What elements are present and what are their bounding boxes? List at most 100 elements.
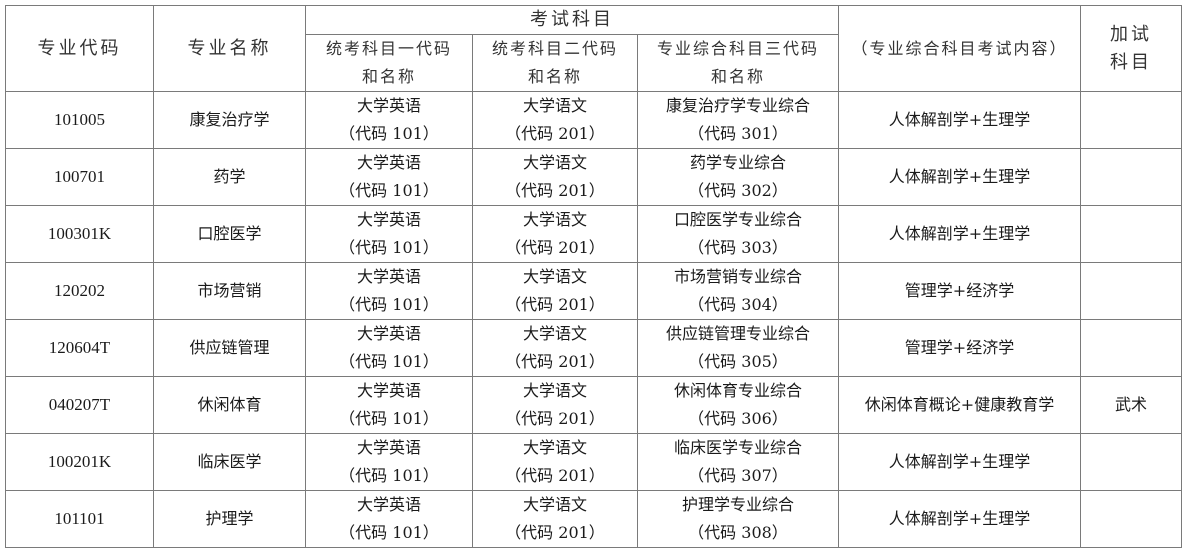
table-row: 100701 药学 大学英语 （代码 101） 大学语文 （代码 201） 药学专业综合 （代…	[5, 148, 1182, 206]
subject2-line2: （代码 201）	[505, 466, 605, 485]
subject3-line1: 护理学专业综合	[681, 495, 794, 514]
exam-content: 人体解剖学+生理学	[838, 205, 1081, 263]
subject2: 大学语文 （代码 201）	[472, 490, 638, 548]
subject2-line1: 大学语文	[522, 438, 587, 457]
subject3-line2: （代码 302）	[688, 181, 788, 200]
header-code: 专业代码	[5, 5, 154, 92]
header-subject2: 统考科目二代码 和名称	[472, 34, 638, 92]
subject3-line2: （代码 304）	[688, 295, 788, 314]
subject3-line1: 临床医学专业综合	[673, 438, 802, 457]
header-subject3-line1: 专业综合科目三代码	[656, 39, 819, 58]
subject1: 大学英语 （代码 101）	[305, 91, 473, 149]
subject1: 大学英语 （代码 101）	[305, 262, 473, 320]
major-name: 药学	[153, 148, 306, 206]
subject3-line1: 康复治疗学专业综合	[665, 96, 810, 115]
subject2-line2: （代码 201）	[505, 238, 605, 257]
subject1-line1: 大学英语	[356, 438, 421, 457]
subject3: 市场营销专业综合 （代码 304）	[637, 262, 839, 320]
major-name: 护理学	[153, 490, 306, 548]
subject1-line2: （代码 101）	[339, 124, 439, 143]
table-row: 120604T 供应链管理 大学英语 （代码 101） 大学语文 （代码 201） 供应链管…	[5, 319, 1182, 377]
major-code: 120202	[5, 262, 154, 320]
subject2-line2: （代码 201）	[505, 523, 605, 542]
subject1-line2: （代码 101）	[339, 466, 439, 485]
subject3-line2: （代码 301）	[688, 124, 788, 143]
subject3: 康复治疗学专业综合 （代码 301）	[637, 91, 839, 149]
major-code: 100701	[5, 148, 154, 206]
subject2-line1: 大学语文	[522, 267, 587, 286]
subject2-line1: 大学语文	[522, 96, 587, 115]
major-code: 101005	[5, 91, 154, 149]
subject2: 大学语文 （代码 201）	[472, 376, 638, 434]
extra-subject: 武术	[1080, 376, 1182, 434]
subject1-line2: （代码 101）	[339, 238, 439, 257]
subject1: 大学英语 （代码 101）	[305, 433, 473, 491]
subject1-line1: 大学英语	[356, 153, 421, 172]
header-name: 专业名称	[153, 5, 306, 92]
major-name: 临床医学	[153, 433, 306, 491]
subject3: 药学专业综合 （代码 302）	[637, 148, 839, 206]
extra-subject	[1080, 490, 1182, 548]
extra-subject	[1080, 262, 1182, 320]
subject3: 护理学专业综合 （代码 308）	[637, 490, 839, 548]
header-extra-line2: 科目	[1110, 51, 1152, 73]
extra-subject	[1080, 148, 1182, 206]
subject1-line2: （代码 101）	[339, 352, 439, 371]
exam-content: 人体解剖学+生理学	[838, 433, 1081, 491]
subject1: 大学英语 （代码 101）	[305, 376, 473, 434]
major-code: 100201K	[5, 433, 154, 491]
table-row: 100201K 临床医学 大学英语 （代码 101） 大学语文 （代码 201） 临床医学专…	[5, 433, 1182, 491]
subject1-line1: 大学英语	[356, 495, 421, 514]
extra-subject	[1080, 91, 1182, 149]
header-content: （专业综合科目考试内容）	[838, 5, 1081, 92]
subject1-line2: （代码 101）	[339, 181, 439, 200]
header-subject2-line1: 统考科目二代码	[491, 39, 618, 58]
subject1: 大学英语 （代码 101）	[305, 148, 473, 206]
subject1: 大学英语 （代码 101）	[305, 490, 473, 548]
exam-content: 人体解剖学+生理学	[838, 91, 1081, 149]
subject2: 大学语文 （代码 201）	[472, 205, 638, 263]
major-name: 口腔医学	[153, 205, 306, 263]
subject1: 大学英语 （代码 101）	[305, 205, 473, 263]
subject3-line1: 供应链管理专业综合	[665, 324, 810, 343]
major-code: 120604T	[5, 319, 154, 377]
header-exam-subjects: 考试科目	[305, 5, 839, 35]
subject1: 大学英语 （代码 101）	[305, 319, 473, 377]
subject3-line2: （代码 307）	[688, 466, 788, 485]
major-name: 康复治疗学	[153, 91, 306, 149]
subject3: 口腔医学专业综合 （代码 303）	[637, 205, 839, 263]
subject3-line1: 口腔医学专业综合	[673, 210, 802, 229]
header-subject1: 统考科目一代码 和名称	[305, 34, 473, 92]
subject1-line1: 大学英语	[356, 324, 421, 343]
subject2-line1: 大学语文	[522, 324, 587, 343]
subject2-line2: （代码 201）	[505, 352, 605, 371]
exam-content: 人体解剖学+生理学	[838, 490, 1081, 548]
exam-content: 人体解剖学+生理学	[838, 148, 1081, 206]
header-subject2-line2: 和名称	[527, 67, 582, 86]
subject2-line2: （代码 201）	[505, 295, 605, 314]
table-row: 100301K 口腔医学 大学英语 （代码 101） 大学语文 （代码 201） 口腔医学专…	[5, 205, 1182, 263]
major-name: 休闲体育	[153, 376, 306, 434]
subject2: 大学语文 （代码 201）	[472, 319, 638, 377]
subject3: 临床医学专业综合 （代码 307）	[637, 433, 839, 491]
subject1-line1: 大学英语	[356, 210, 421, 229]
subject3-line2: （代码 308）	[688, 523, 788, 542]
major-code: 101101	[5, 490, 154, 548]
subject2-line2: （代码 201）	[505, 409, 605, 428]
subject3-line2: （代码 305）	[688, 352, 788, 371]
subject3: 休闲体育专业综合 （代码 306）	[637, 376, 839, 434]
exam-content: 管理学+经济学	[838, 262, 1081, 320]
header-subject3-line2: 和名称	[710, 67, 765, 86]
subject3-line1: 药学专业综合	[689, 153, 786, 172]
subject1-line2: （代码 101）	[339, 409, 439, 428]
subject1-line2: （代码 101）	[339, 523, 439, 542]
subject2-line1: 大学语文	[522, 381, 587, 400]
header-subject3: 专业综合科目三代码 和名称	[637, 34, 839, 92]
header-extra: 加试 科目	[1080, 5, 1182, 92]
subject3: 供应链管理专业综合 （代码 305）	[637, 319, 839, 377]
table-row: 040207T 休闲体育 大学英语 （代码 101） 大学语文 （代码 201） 休闲体育专…	[5, 376, 1182, 434]
subject1-line1: 大学英语	[356, 96, 421, 115]
header-subject1-line2: 和名称	[361, 67, 416, 86]
subject2: 大学语文 （代码 201）	[472, 433, 638, 491]
exam-content: 管理学+经济学	[838, 319, 1081, 377]
